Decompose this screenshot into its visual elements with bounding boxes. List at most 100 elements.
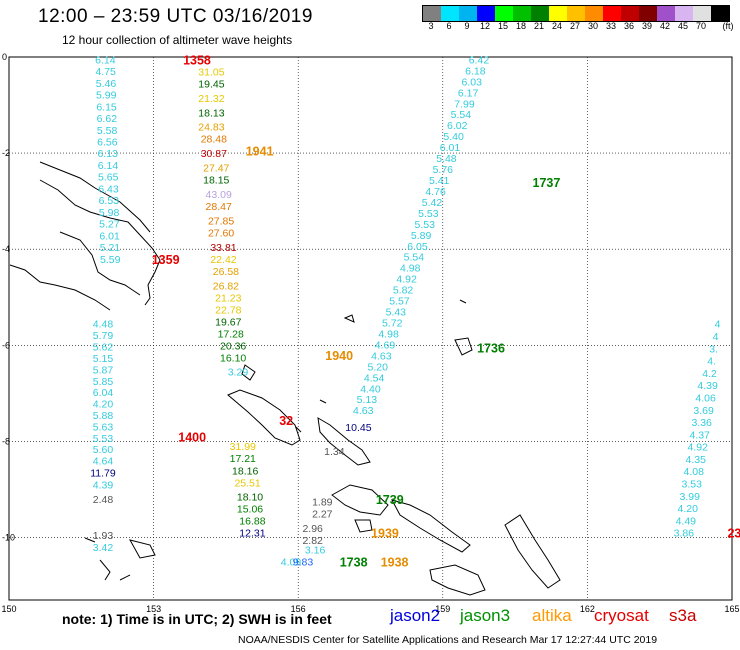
swh-value: 3.69 bbox=[693, 405, 714, 417]
swh-value: 10.45 bbox=[345, 422, 371, 434]
swh-value: 27.85 bbox=[208, 215, 234, 227]
swh-value: 5.21 bbox=[100, 242, 121, 254]
legend-swatch bbox=[441, 6, 459, 21]
swh-value: 6.17 bbox=[458, 87, 479, 99]
swh-value: 19.67 bbox=[215, 316, 241, 328]
swh-value: 26.82 bbox=[213, 280, 239, 292]
swh-value: 30.87 bbox=[201, 148, 227, 160]
swh-value: 5.98 bbox=[99, 207, 120, 219]
color-scale-labels: 3 6 9 12 15 18 21 24 27 30 33 36 39 42 45 70 (ft) bbox=[422, 21, 733, 33]
legend-swatch bbox=[423, 6, 441, 21]
swh-value: 5.54 bbox=[451, 109, 472, 121]
swh-value: 4.54 bbox=[364, 372, 385, 384]
swh-value: 3.86 bbox=[674, 528, 695, 540]
legend-label: 42 bbox=[659, 21, 671, 31]
swh-value: 2.82 bbox=[302, 535, 323, 547]
swh-value: 5.65 bbox=[98, 172, 119, 184]
coast-islands-east bbox=[84, 299, 473, 581]
swh-value: 1.93 bbox=[93, 530, 114, 542]
legend-swatch bbox=[621, 6, 639, 21]
swh-value: 5.85 bbox=[93, 376, 114, 388]
lat-tick-label: -8 bbox=[2, 436, 10, 446]
swh-value: 4.39 bbox=[93, 480, 114, 492]
swh-value: 4.09 bbox=[281, 557, 302, 569]
swh-value: 4.48 bbox=[93, 319, 114, 331]
legend-swatch bbox=[675, 6, 693, 21]
swh-value: 12.31 bbox=[239, 528, 265, 540]
swh-value: 5.54 bbox=[404, 252, 425, 264]
swh-value: 21.23 bbox=[215, 292, 241, 304]
swh-value: 5.60 bbox=[93, 444, 114, 456]
swh-value: 31.99 bbox=[230, 441, 256, 453]
swh-value: 6.14 bbox=[98, 160, 119, 172]
swh-value: 9.83 bbox=[293, 557, 314, 569]
swh-value: 5.48 bbox=[436, 153, 457, 165]
pass-time-label: 1400 bbox=[178, 431, 206, 445]
legend-swatch bbox=[549, 6, 567, 21]
mission-jason3: jason3 bbox=[460, 606, 511, 625]
legend-label: 6 bbox=[446, 21, 452, 31]
swh-value: 2.48 bbox=[93, 494, 114, 506]
swh-value: 4.76 bbox=[425, 186, 446, 198]
map-subtitle: 12 hour collection of altimeter wave hei… bbox=[62, 33, 293, 47]
swh-value: 27.60 bbox=[208, 227, 234, 239]
legend-label: 12 bbox=[479, 21, 491, 31]
swh-value: 4.98 bbox=[400, 263, 421, 275]
legend-label: 70 bbox=[695, 21, 707, 31]
swh-value: 6.14 bbox=[95, 54, 116, 66]
swh-value: 25.51 bbox=[234, 477, 260, 489]
legend-label: 33 bbox=[605, 21, 617, 31]
coast-new-britain bbox=[9, 161, 161, 311]
swh-value: 4.63 bbox=[371, 350, 392, 362]
swh-value: 5.88 bbox=[93, 410, 114, 422]
swh-value: 4.35 bbox=[685, 454, 706, 466]
swh-value: 7.99 bbox=[454, 98, 475, 110]
swh-value: 5.89 bbox=[411, 230, 432, 242]
legend-swatch bbox=[639, 6, 657, 21]
swh-value: 6.18 bbox=[465, 65, 486, 77]
coast-new-georgia bbox=[331, 484, 389, 533]
swh-value: 5.43 bbox=[386, 307, 407, 319]
swh-value: 4.20 bbox=[678, 503, 699, 515]
lon-tick-label: 159 bbox=[435, 604, 450, 614]
swh-value: 17.21 bbox=[230, 453, 256, 465]
legend-unit: (ft) bbox=[722, 21, 734, 31]
swh-value: 4 bbox=[715, 319, 721, 331]
mission-altika: altika bbox=[532, 606, 572, 625]
map-frame bbox=[8, 56, 733, 601]
swh-value: 5.15 bbox=[93, 353, 114, 365]
swh-value: 5.87 bbox=[93, 364, 114, 376]
lat-tick-label: 0 bbox=[2, 52, 7, 62]
legend-swatch bbox=[657, 6, 675, 21]
swh-value: 4.2 bbox=[702, 368, 717, 380]
swh-value: 4. bbox=[707, 356, 716, 368]
swh-value: 2.27 bbox=[312, 509, 333, 521]
pass-time-label: 1941 bbox=[246, 145, 274, 159]
swh-value: 27.47 bbox=[203, 163, 229, 175]
swh-value: 5.59 bbox=[100, 254, 121, 266]
swh-value: 18.15 bbox=[203, 175, 229, 187]
swh-value: 4.06 bbox=[695, 392, 716, 404]
swh-value: 6.43 bbox=[98, 183, 119, 195]
axis-labels: 150 153 156 159 162 165 0 -2 -4 -6 -8 -10 bbox=[1, 52, 739, 614]
swh-value: 18.13 bbox=[198, 107, 224, 119]
legend-swatch bbox=[477, 6, 495, 21]
footer-note: note: 1) Time is in UTC; 2) SWH is in fe… bbox=[62, 611, 332, 627]
swh-value: 4.75 bbox=[95, 66, 116, 78]
swh-value: 4.64 bbox=[93, 456, 114, 468]
legend-label: 3 bbox=[428, 21, 434, 31]
lat-tick-label: -6 bbox=[2, 340, 10, 350]
swh-value: 5.62 bbox=[93, 342, 114, 354]
pass-time-label: 1739 bbox=[376, 493, 404, 507]
swh-value: 19.45 bbox=[198, 78, 224, 90]
coast-choiseul bbox=[317, 417, 371, 466]
time-labels: 1358 1941 1359 1737 1736 1940 1400 1939 1738 1938… bbox=[152, 53, 740, 569]
swh-value: 6.03 bbox=[462, 76, 483, 88]
swh-value: 6.13 bbox=[97, 148, 118, 160]
legend-label: 9 bbox=[464, 21, 470, 31]
swh-value: 5.76 bbox=[433, 164, 454, 176]
swh-value: 28.47 bbox=[206, 201, 232, 213]
lon-tick-label: 162 bbox=[580, 604, 595, 614]
swh-value: 16.10 bbox=[220, 352, 246, 364]
swh-value: 16.88 bbox=[239, 516, 265, 528]
